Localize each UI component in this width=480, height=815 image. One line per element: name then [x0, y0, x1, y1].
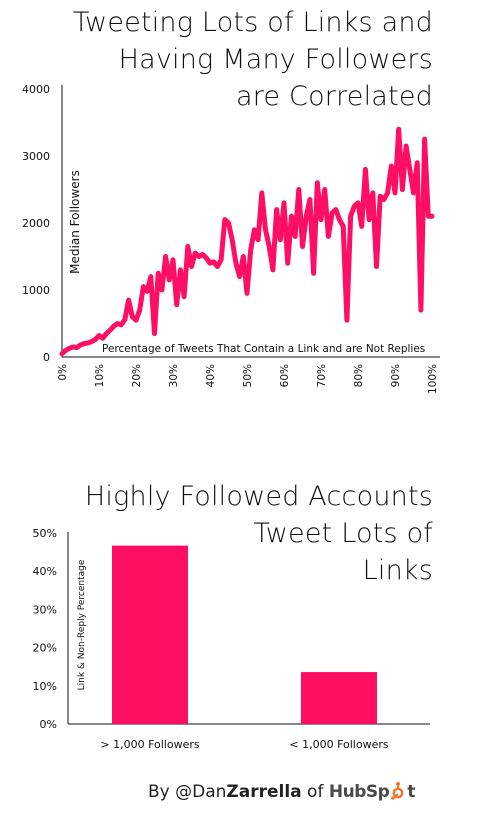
bar [112, 545, 188, 724]
line-chart-y-tick-label: 0 [43, 351, 50, 364]
bar-chart-category-label: < 1,000 Followers [289, 738, 388, 751]
footer-of-text: of [301, 782, 329, 802]
line-chart-title-line: are Correlated [235, 81, 433, 112]
line-chart-series [59, 126, 435, 357]
bar-chart-y-tick-label: 20% [33, 642, 57, 655]
line-chart-x-tick-label: 40% [205, 364, 217, 387]
bar [301, 672, 377, 724]
line-chart-x-tick-label: 80% [353, 364, 365, 387]
bar-chart-y-tick-label: 50% [33, 527, 57, 540]
line-chart-x-tick-label: 0% [57, 364, 69, 381]
line-chart-y-tick-label: 2000 [22, 217, 50, 230]
line-chart-x-tick-label: 30% [168, 364, 180, 387]
line-chart-title: Tweeting Lots of Links and Having Many F… [73, 4, 433, 115]
bar-chart-y-label: Link & Non-Reply Percentage [77, 559, 87, 690]
line-chart-x-tick-label: 60% [279, 364, 291, 387]
footer-by-text: By @Dan [148, 782, 227, 802]
attribution-footer: By @DanZarrella of HubSp t [148, 782, 415, 802]
line-chart-x-tick-label: 50% [242, 364, 254, 387]
sprocket-icon [390, 782, 406, 800]
line-chart-y-tick-label: 4000 [22, 83, 50, 96]
bar-chart-title-line: Highly Followed Accounts [84, 481, 433, 512]
line-chart-title-line: Tweeting Lots of Links and [72, 7, 433, 38]
line-chart-y-tick-label: 3000 [22, 150, 50, 163]
bar-chart-title: Highly Followed Accounts Tweet Lots of L… [85, 478, 433, 589]
line-chart-x-tick-label: 100% [427, 364, 439, 394]
line-chart-x-tick-label: 70% [316, 364, 328, 387]
bar-chart-title-line: Links [362, 555, 433, 586]
hubspot-logo: HubSp t [329, 782, 415, 802]
bar-chart-title-line: Tweet Lots of [253, 518, 433, 549]
bar-chart-y-tick-label: 30% [33, 603, 57, 616]
hubspot-logo-text-end: t [407, 782, 415, 802]
hubspot-logo-text: HubSp [328, 782, 390, 802]
line-chart-x-label: Percentage of Tweets That Contain a Link… [102, 343, 425, 355]
line-chart-x-tick-label: 10% [94, 364, 106, 387]
line-chart-y-tick-label: 1000 [22, 284, 50, 297]
line-chart: 0 1000 2000 3000 4000 0% 10% 20% 30% 40% 50% 60% 70… [22, 83, 440, 394]
bar-chart-y-tick-label: 0% [40, 718, 57, 731]
bar-chart-y-tick-label: 10% [33, 680, 57, 693]
bar-chart-category-label: > 1,000 Followers [100, 738, 199, 751]
footer-author-name: Zarrella [226, 782, 302, 802]
line-chart-y-label: Median Followers [68, 170, 82, 274]
line-chart-title-line: Having Many Followers [118, 44, 433, 75]
bar-chart-y-tick-label: 40% [33, 565, 57, 578]
line-chart-x-tick-label: 90% [390, 364, 402, 387]
line-chart-x-tick-label: 20% [131, 364, 143, 387]
